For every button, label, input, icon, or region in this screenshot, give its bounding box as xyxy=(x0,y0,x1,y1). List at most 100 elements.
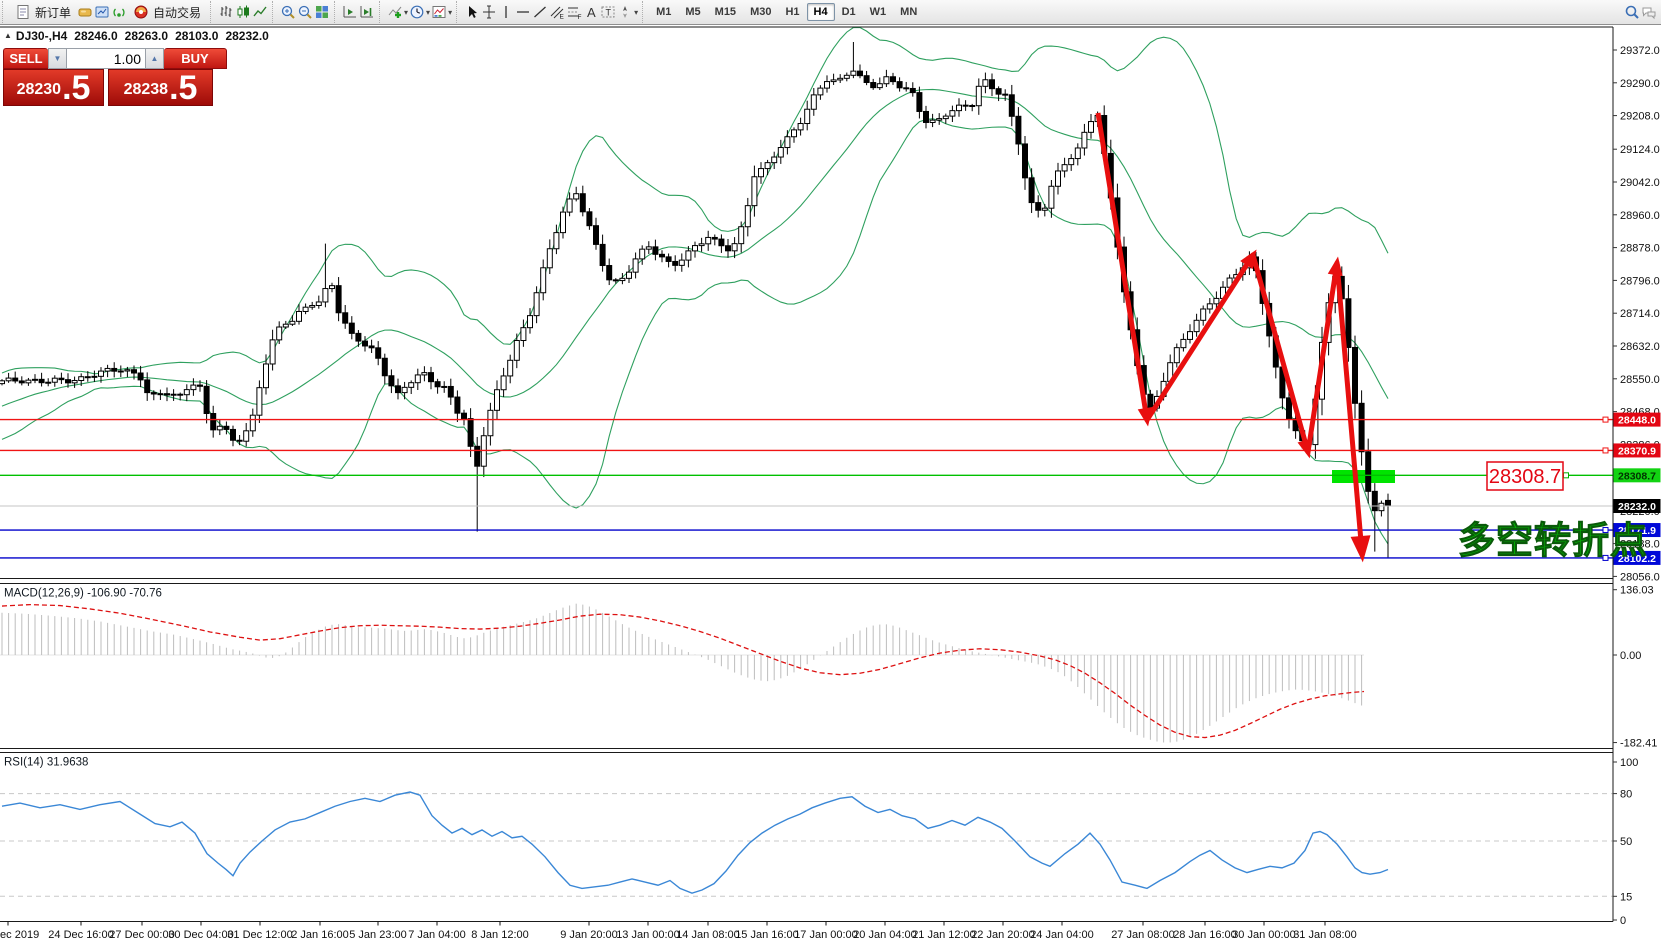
svg-text:28056.0: 28056.0 xyxy=(1620,571,1660,583)
indicators-icon[interactable] xyxy=(386,4,403,21)
autotrading-button[interactable]: 自动交易 xyxy=(127,2,206,23)
templates-caret-icon[interactable]: ▾ xyxy=(448,7,453,17)
rsi-axis-label: 15 xyxy=(1620,891,1632,903)
svg-text:20 Jan 04:00: 20 Jan 04:00 xyxy=(853,929,917,941)
charts-window-icon[interactable] xyxy=(93,4,110,21)
line-anchor-handle[interactable] xyxy=(1602,527,1609,534)
candlestick-chart-icon[interactable] xyxy=(234,4,251,21)
zoom-in-icon[interactable] xyxy=(279,4,296,21)
svg-text:28448.0: 28448.0 xyxy=(1618,415,1656,427)
bar-chart-icon[interactable] xyxy=(217,4,234,21)
macd-axis-label: 136.03 xyxy=(1620,585,1654,597)
rsi-axis-label: 100 xyxy=(1620,757,1638,769)
svg-text:2 Jan 16:00: 2 Jan 16:00 xyxy=(291,929,349,941)
trendline-tool-icon[interactable] xyxy=(531,4,548,21)
line-chart-icon[interactable] xyxy=(251,4,268,21)
timeframe-button-m30[interactable]: M30 xyxy=(750,6,772,18)
line-anchor-handle[interactable] xyxy=(1602,554,1609,561)
new-order-button[interactable]: 新订单 xyxy=(9,2,76,23)
timeframe-button-mn[interactable]: MN xyxy=(900,6,918,18)
cursor-tool-icon[interactable] xyxy=(463,4,480,21)
svg-text:28550.0: 28550.0 xyxy=(1620,374,1660,386)
volume-decrease-button[interactable]: ▼ xyxy=(48,48,67,69)
svg-text:24 Dec 16:00: 24 Dec 16:00 xyxy=(48,929,113,941)
templates-icon[interactable] xyxy=(430,4,447,21)
main-toolbar: 新订单 自动交易 ▾ ▾ ▾ E F A T ▾ xyxy=(0,0,1661,25)
ohlc-open: 28246.0 xyxy=(74,29,118,43)
svg-text:29042.0: 29042.0 xyxy=(1620,177,1660,189)
fibonacci-tool-icon[interactable]: F xyxy=(565,4,582,21)
svg-text:31 Jan 08:00: 31 Jan 08:00 xyxy=(1293,929,1357,941)
signals-icon[interactable] xyxy=(110,4,127,21)
rsi-pane xyxy=(0,791,1613,897)
timeframe-button-w1[interactable]: W1 xyxy=(869,6,887,18)
svg-text:28171.9: 28171.9 xyxy=(1618,525,1656,537)
line-anchor-handle[interactable] xyxy=(1602,416,1609,423)
volume-input[interactable] xyxy=(67,48,145,69)
indicators-caret-icon[interactable]: ▾ xyxy=(404,7,409,17)
vertical-line-tool-icon[interactable] xyxy=(497,4,514,21)
channel-tool-icon[interactable]: E xyxy=(548,4,565,21)
line-anchor-handle[interactable] xyxy=(1602,447,1609,454)
crosshair-tool-icon[interactable] xyxy=(480,4,497,21)
arrows-tool-icon[interactable] xyxy=(616,4,633,21)
volume-increase-button[interactable]: ▲ xyxy=(145,48,164,69)
timeframe-toolbar: M1 M5 M15 M30 H1 H4 D1 W1 MN xyxy=(642,1,928,23)
horizontal-line-tool-icon[interactable] xyxy=(514,4,531,21)
sell-price-display[interactable]: 28230 .5 xyxy=(3,69,104,106)
highlight-box-annotation[interactable] xyxy=(1332,470,1395,483)
svg-text:9 Jan 20:00: 9 Jan 20:00 xyxy=(560,929,618,941)
svg-text:28 Jan 16:00: 28 Jan 16:00 xyxy=(1173,929,1237,941)
buy-button[interactable]: BUY xyxy=(164,48,227,69)
toolbar-group-chart-type xyxy=(210,1,272,23)
market-watch-icon[interactable] xyxy=(76,4,93,21)
rsi-axis-label: 80 xyxy=(1620,789,1632,801)
svg-text:28714.0: 28714.0 xyxy=(1620,308,1660,320)
panel-collapse-icon[interactable]: ▲ xyxy=(4,31,12,40)
trend-arrow-annotation[interactable] xyxy=(1095,112,1371,563)
buy-price-display[interactable]: 28238 .5 xyxy=(108,69,213,106)
chart-shift-icon[interactable] xyxy=(341,4,358,21)
toolbar-group-zoom xyxy=(272,1,334,23)
timeframe-button-h4[interactable]: H4 xyxy=(806,3,835,21)
sell-button[interactable]: SELL xyxy=(3,48,48,69)
periods-icon[interactable] xyxy=(408,4,425,21)
svg-text:14 Jan 08:00: 14 Jan 08:00 xyxy=(676,929,740,941)
toolbar-group-objects: ▾ ▾ ▾ xyxy=(379,1,456,23)
arrows-caret-icon[interactable]: ▾ xyxy=(634,7,639,17)
tile-windows-icon[interactable] xyxy=(313,4,330,21)
svg-text:28308.7: 28308.7 xyxy=(1618,470,1656,482)
timeframe-button-d1[interactable]: D1 xyxy=(841,6,856,18)
text-label-tool-icon[interactable]: T xyxy=(599,4,616,21)
periods-caret-icon[interactable]: ▾ xyxy=(426,7,431,17)
svg-text:28370.9: 28370.9 xyxy=(1618,445,1656,457)
svg-text:23 Dec 2019: 23 Dec 2019 xyxy=(0,929,39,941)
timeframe-button-m15[interactable]: M15 xyxy=(714,6,737,18)
svg-text:28960.0: 28960.0 xyxy=(1620,210,1660,222)
svg-text:28632.0: 28632.0 xyxy=(1620,341,1660,353)
price-badge-28370.9 xyxy=(1613,443,1661,458)
macd-label: MACD(12,26,9) -106.90 -70.76 xyxy=(4,588,162,600)
timeframe-button-h1[interactable]: H1 xyxy=(785,6,800,18)
chat-icon[interactable] xyxy=(1640,4,1657,21)
zoom-out-icon[interactable] xyxy=(296,4,313,21)
timeframe-button-m5[interactable]: M5 xyxy=(685,6,701,18)
svg-text:30 Dec 04:00: 30 Dec 04:00 xyxy=(168,929,233,941)
rsi-axis-label: 0 xyxy=(1620,915,1626,927)
auto-scroll-icon[interactable] xyxy=(358,4,375,21)
ohlc-low: 28103.0 xyxy=(175,29,219,43)
cn-turning-point-annotation[interactable]: 多空转折点 xyxy=(1458,520,1648,562)
toolbar-group-scroll xyxy=(334,1,379,23)
price-badge-28102.2 xyxy=(1613,550,1661,565)
svg-text:30 Jan 00:00: 30 Jan 00:00 xyxy=(1232,929,1296,941)
text-tool-icon[interactable]: A xyxy=(582,4,599,21)
toolbar-group-trade: 新订单 自动交易 xyxy=(2,1,210,23)
autotrading-icon xyxy=(132,4,149,21)
timeframe-button-m1[interactable]: M1 xyxy=(656,6,672,18)
search-icon[interactable] xyxy=(1623,4,1640,21)
macd-signal-line xyxy=(1,603,1365,739)
macd-axis-label: -182.41 xyxy=(1620,738,1657,750)
price-callout[interactable]: 28308.7 xyxy=(1486,461,1569,491)
